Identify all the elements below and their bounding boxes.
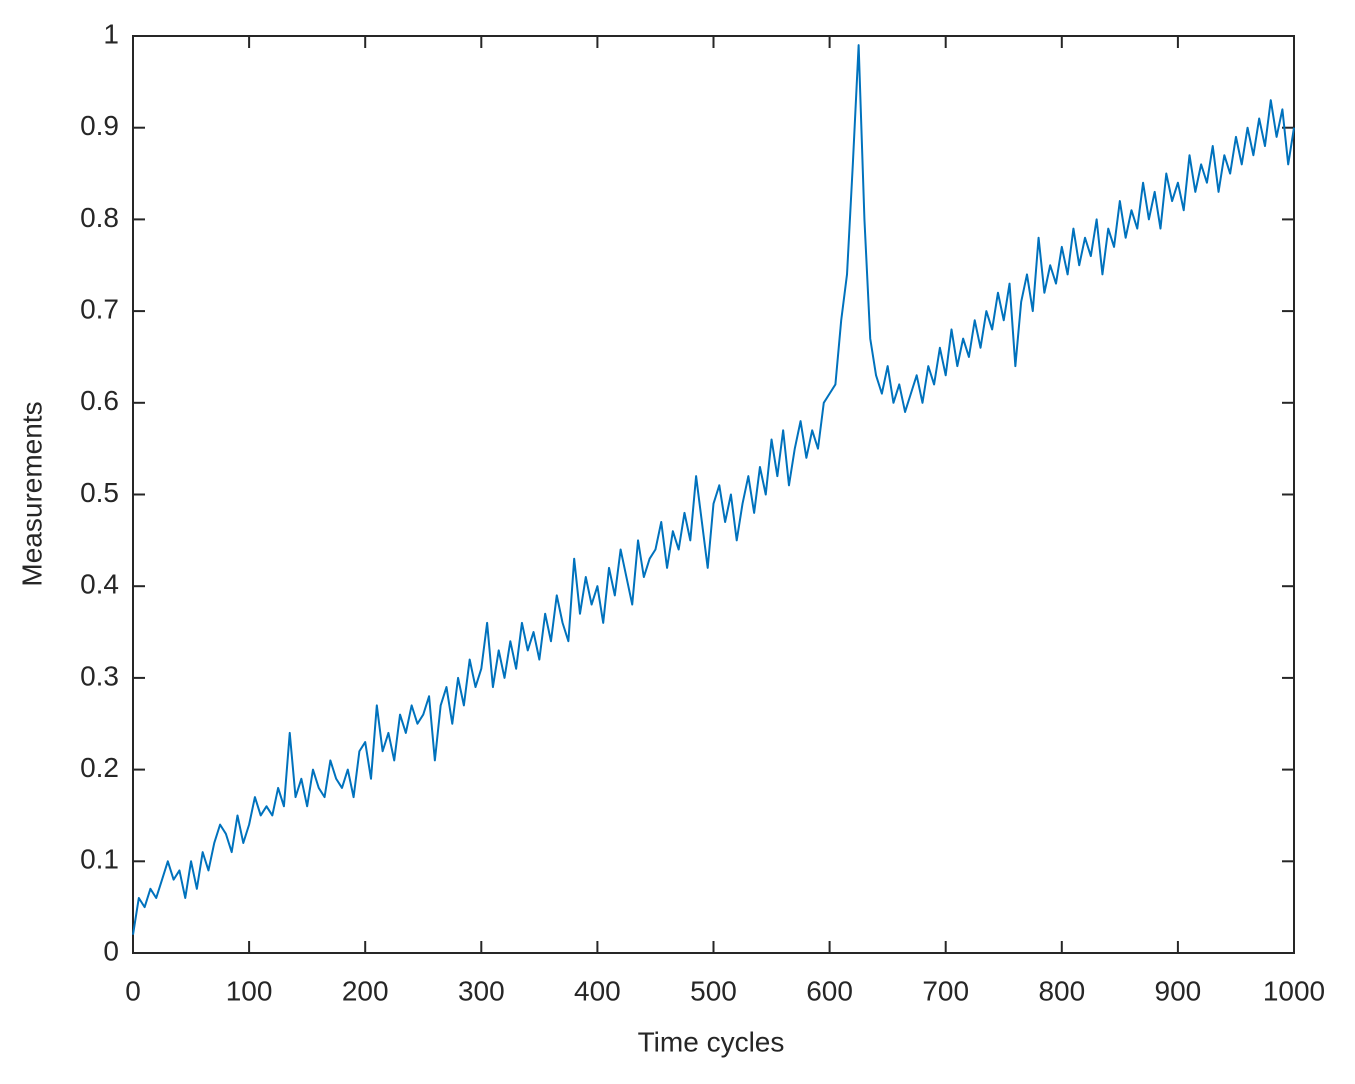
y-tick-label: 0.8	[80, 202, 119, 233]
x-tick-label: 0	[125, 975, 141, 1006]
x-tick-label: 900	[1155, 975, 1202, 1006]
x-tick-label: 600	[806, 975, 853, 1006]
y-tick-label: 0.3	[80, 660, 119, 691]
x-tick-label: 800	[1038, 975, 1085, 1006]
y-tick-label: 0.9	[80, 110, 119, 141]
y-tick-label: 0.6	[80, 385, 119, 416]
plot-box	[132, 35, 1295, 954]
y-tick-label: 0.5	[80, 477, 119, 508]
y-tick-label: 0	[103, 935, 119, 966]
x-tick-label: 500	[690, 975, 737, 1006]
y-tick-label: 0.1	[80, 844, 119, 875]
x-tick-label: 400	[574, 975, 621, 1006]
x-tick-label: 700	[922, 975, 969, 1006]
y-tick-label: 0.7	[80, 293, 119, 324]
x-tick-label: 100	[226, 975, 273, 1006]
y-tick-label: 0.4	[80, 569, 119, 600]
y-axis-label: Measurements	[16, 401, 47, 586]
data-line	[132, 44, 1295, 935]
y-tick-label: 1	[103, 18, 119, 49]
x-tick-label: 1000	[1263, 975, 1325, 1006]
x-tick-label: 200	[342, 975, 389, 1006]
x-axis-label: Time cycles	[638, 1026, 785, 1057]
y-tick-label: 0.2	[80, 752, 119, 783]
x-tick-label: 300	[458, 975, 505, 1006]
